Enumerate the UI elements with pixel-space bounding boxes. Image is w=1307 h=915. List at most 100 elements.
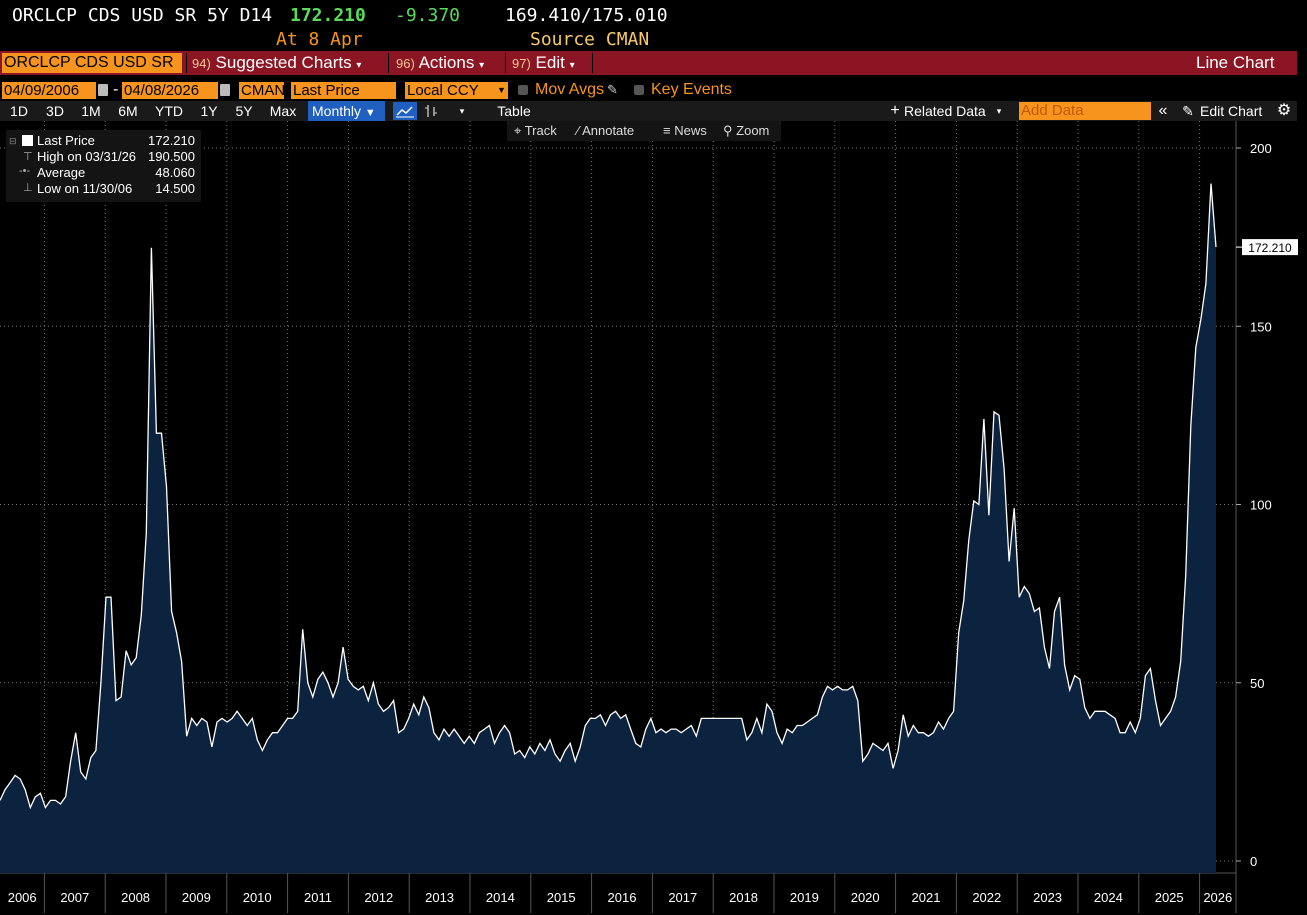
x-tick-label: 2012 [364,890,393,905]
annotate-icon: ∕ [577,123,580,138]
range-toolbar: 1D 3D 1M 6M YTD 1Y 5Y Max Monthly ▼ ▾ Ta… [0,101,1297,121]
table-button[interactable]: Table [497,103,531,119]
end-date-input[interactable]: 04/08/2026 [122,82,218,99]
source-input[interactable]: CMAN [239,82,284,99]
search-icon: ⚲ [723,123,733,138]
track-tool[interactable]: ⌖ Track [514,121,557,141]
y-tick-label: 200 [1250,141,1272,156]
net-change: -9.370 [395,5,461,26]
bid-ask: 169.410/175.010 [505,5,668,26]
range-3d[interactable]: 3D [46,103,64,119]
currency-select[interactable]: Local CCY [405,82,495,99]
x-tick-label: 2007 [60,890,89,905]
range-1y[interactable]: 1Y [200,103,218,119]
x-axis: 2006 2007 2008 2009 2010 2011 2012 2013 2014 2015… [8,873,1232,913]
chevron-down-icon: ▾ [569,60,575,71]
news-icon: ≡ [663,123,671,138]
edit-number: 97) [512,56,531,71]
calendar-icon[interactable] [98,84,108,96]
annotate-tool[interactable]: ∕ Annotate [577,121,634,141]
x-tick-label: 2016 [608,890,637,905]
suggested-charts-number: 94) [192,56,211,71]
news-tool[interactable]: ≡ News [663,121,707,141]
range-6m[interactable]: 6M [118,103,138,119]
range-ytd[interactable]: YTD [155,103,183,119]
related-data-button[interactable]: Related Data [904,103,986,119]
start-date-input[interactable]: 04/09/2006 [2,82,96,99]
line-chart-icon[interactable] [393,102,417,120]
x-tick-label: 2023 [1033,890,1062,905]
news-label: News [674,123,707,138]
last-price: 172.210 [290,5,366,26]
x-tick-label: 2026 [1203,890,1232,905]
add-data-input[interactable]: Add Data [1019,102,1151,120]
low-marker-icon: ⊥ [23,182,33,194]
gear-icon[interactable]: ⚙ [1276,102,1292,119]
chart-tools-bar: ⌖ Track ∕ Annotate ≡ News ⚲ Zoom [507,121,781,141]
legend-high-label: High on 03/31/26 [37,149,137,164]
frequency-select[interactable]: Monthly ▼ [308,101,385,121]
pricing-source: Source CMAN [530,29,650,50]
key-events-checkbox[interactable] [634,85,644,95]
chart-type-label[interactable]: Line Chart [1196,53,1275,72]
chevron-down-icon[interactable]: ▾ [996,106,1002,116]
edit-chart-button[interactable]: Edit Chart [1200,103,1263,119]
last-price-label: 172.210 [1236,239,1298,256]
as-of-date: At 8 Apr [276,29,363,50]
y-tick-label: 100 [1250,498,1272,513]
chevron-down-icon[interactable]: ▼ [495,82,508,99]
zoom-tool[interactable]: ⚲ Zoom [723,121,769,141]
mov-avgs-checkbox[interactable] [518,85,528,95]
legend-average-value: 48.060 [155,165,195,180]
bar-chart-icon[interactable] [420,102,444,120]
y-tick-label: 50 [1250,676,1264,691]
x-tick-label: 2022 [972,890,1001,905]
last-price-value: 172.210 [1248,241,1292,255]
x-tick-label: 2024 [1094,890,1123,905]
track-label: Track [524,123,557,138]
security-header: ORCLCP CDS USD SR 5Y D14 172.210 -9.370 … [0,0,1307,50]
actions-number: 96) [396,56,415,71]
high-marker-icon: ⊤ [23,151,33,163]
chart-controls-row: 04/09/2006 - 04/08/2026 CMAN Last Price … [0,80,1307,100]
range-1m[interactable]: 1M [81,103,101,119]
zoom-label: Zoom [736,123,770,138]
collapse-legend-icon[interactable]: ⊟ [9,136,17,146]
range-max[interactable]: Max [269,103,297,119]
x-tick-label: 2017 [668,890,697,905]
edit-menu[interactable]: 97) Edit ▾ [512,51,575,75]
calendar-icon[interactable] [220,84,230,96]
pencil-icon[interactable]: ✎ [607,82,618,97]
range-1d[interactable]: 1D [10,103,28,119]
range-5y[interactable]: 5Y [235,103,253,119]
actions-menu[interactable]: 96) Actions ▾ [396,51,484,75]
x-tick-label: 2021 [912,890,941,905]
chevron-down-icon: ▼ [364,107,376,119]
key-events-label[interactable]: Key Events [651,81,732,98]
x-tick-label: 2013 [425,890,454,905]
mov-avgs-label[interactable]: Mov Avgs [535,81,605,98]
x-tick-label: 2018 [729,890,758,905]
y-axis: 0 50 100 150 200 [1236,141,1272,869]
chart-legend[interactable]: ⊟ Last Price 172.210 ⊤ High on 03/31/26 … [6,130,201,202]
legend-low-value: 14.500 [155,181,195,196]
series-color-swatch [22,135,33,146]
chevron-down-icon: ▾ [479,60,485,71]
annotate-label: Annotate [582,123,635,138]
legend-last-label: Last Price [37,133,95,148]
collapse-icon[interactable]: « [1158,102,1168,119]
menu-bar: ORCLCP CDS USD SR 94) Suggested Charts ▾… [0,51,1297,75]
pencil-icon[interactable]: ✎ [1182,103,1194,119]
plus-icon[interactable]: + [890,102,900,119]
crosshair-icon: ⌖ [514,123,522,138]
actions-label: Actions [418,53,475,72]
chevron-down-icon: ▾ [356,60,362,71]
ticker-input[interactable]: ORCLCP CDS USD SR [2,53,182,73]
chevron-down-icon[interactable]: ▾ [459,106,465,116]
x-tick-label: 2006 [8,890,37,905]
legend-average-label: Average [37,165,86,180]
edit-label: Edit [535,53,565,72]
suggested-charts-menu[interactable]: 94) Suggested Charts ▾ [192,51,361,75]
field-input[interactable]: Last Price [291,82,396,99]
